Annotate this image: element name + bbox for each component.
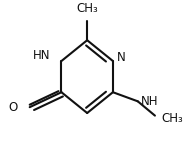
Text: NH: NH [141,96,159,109]
Text: CH₃: CH₃ [76,2,98,15]
Text: O: O [9,101,18,114]
Text: CH₃: CH₃ [161,112,183,125]
Text: N: N [117,51,126,64]
Text: HN: HN [33,49,50,62]
